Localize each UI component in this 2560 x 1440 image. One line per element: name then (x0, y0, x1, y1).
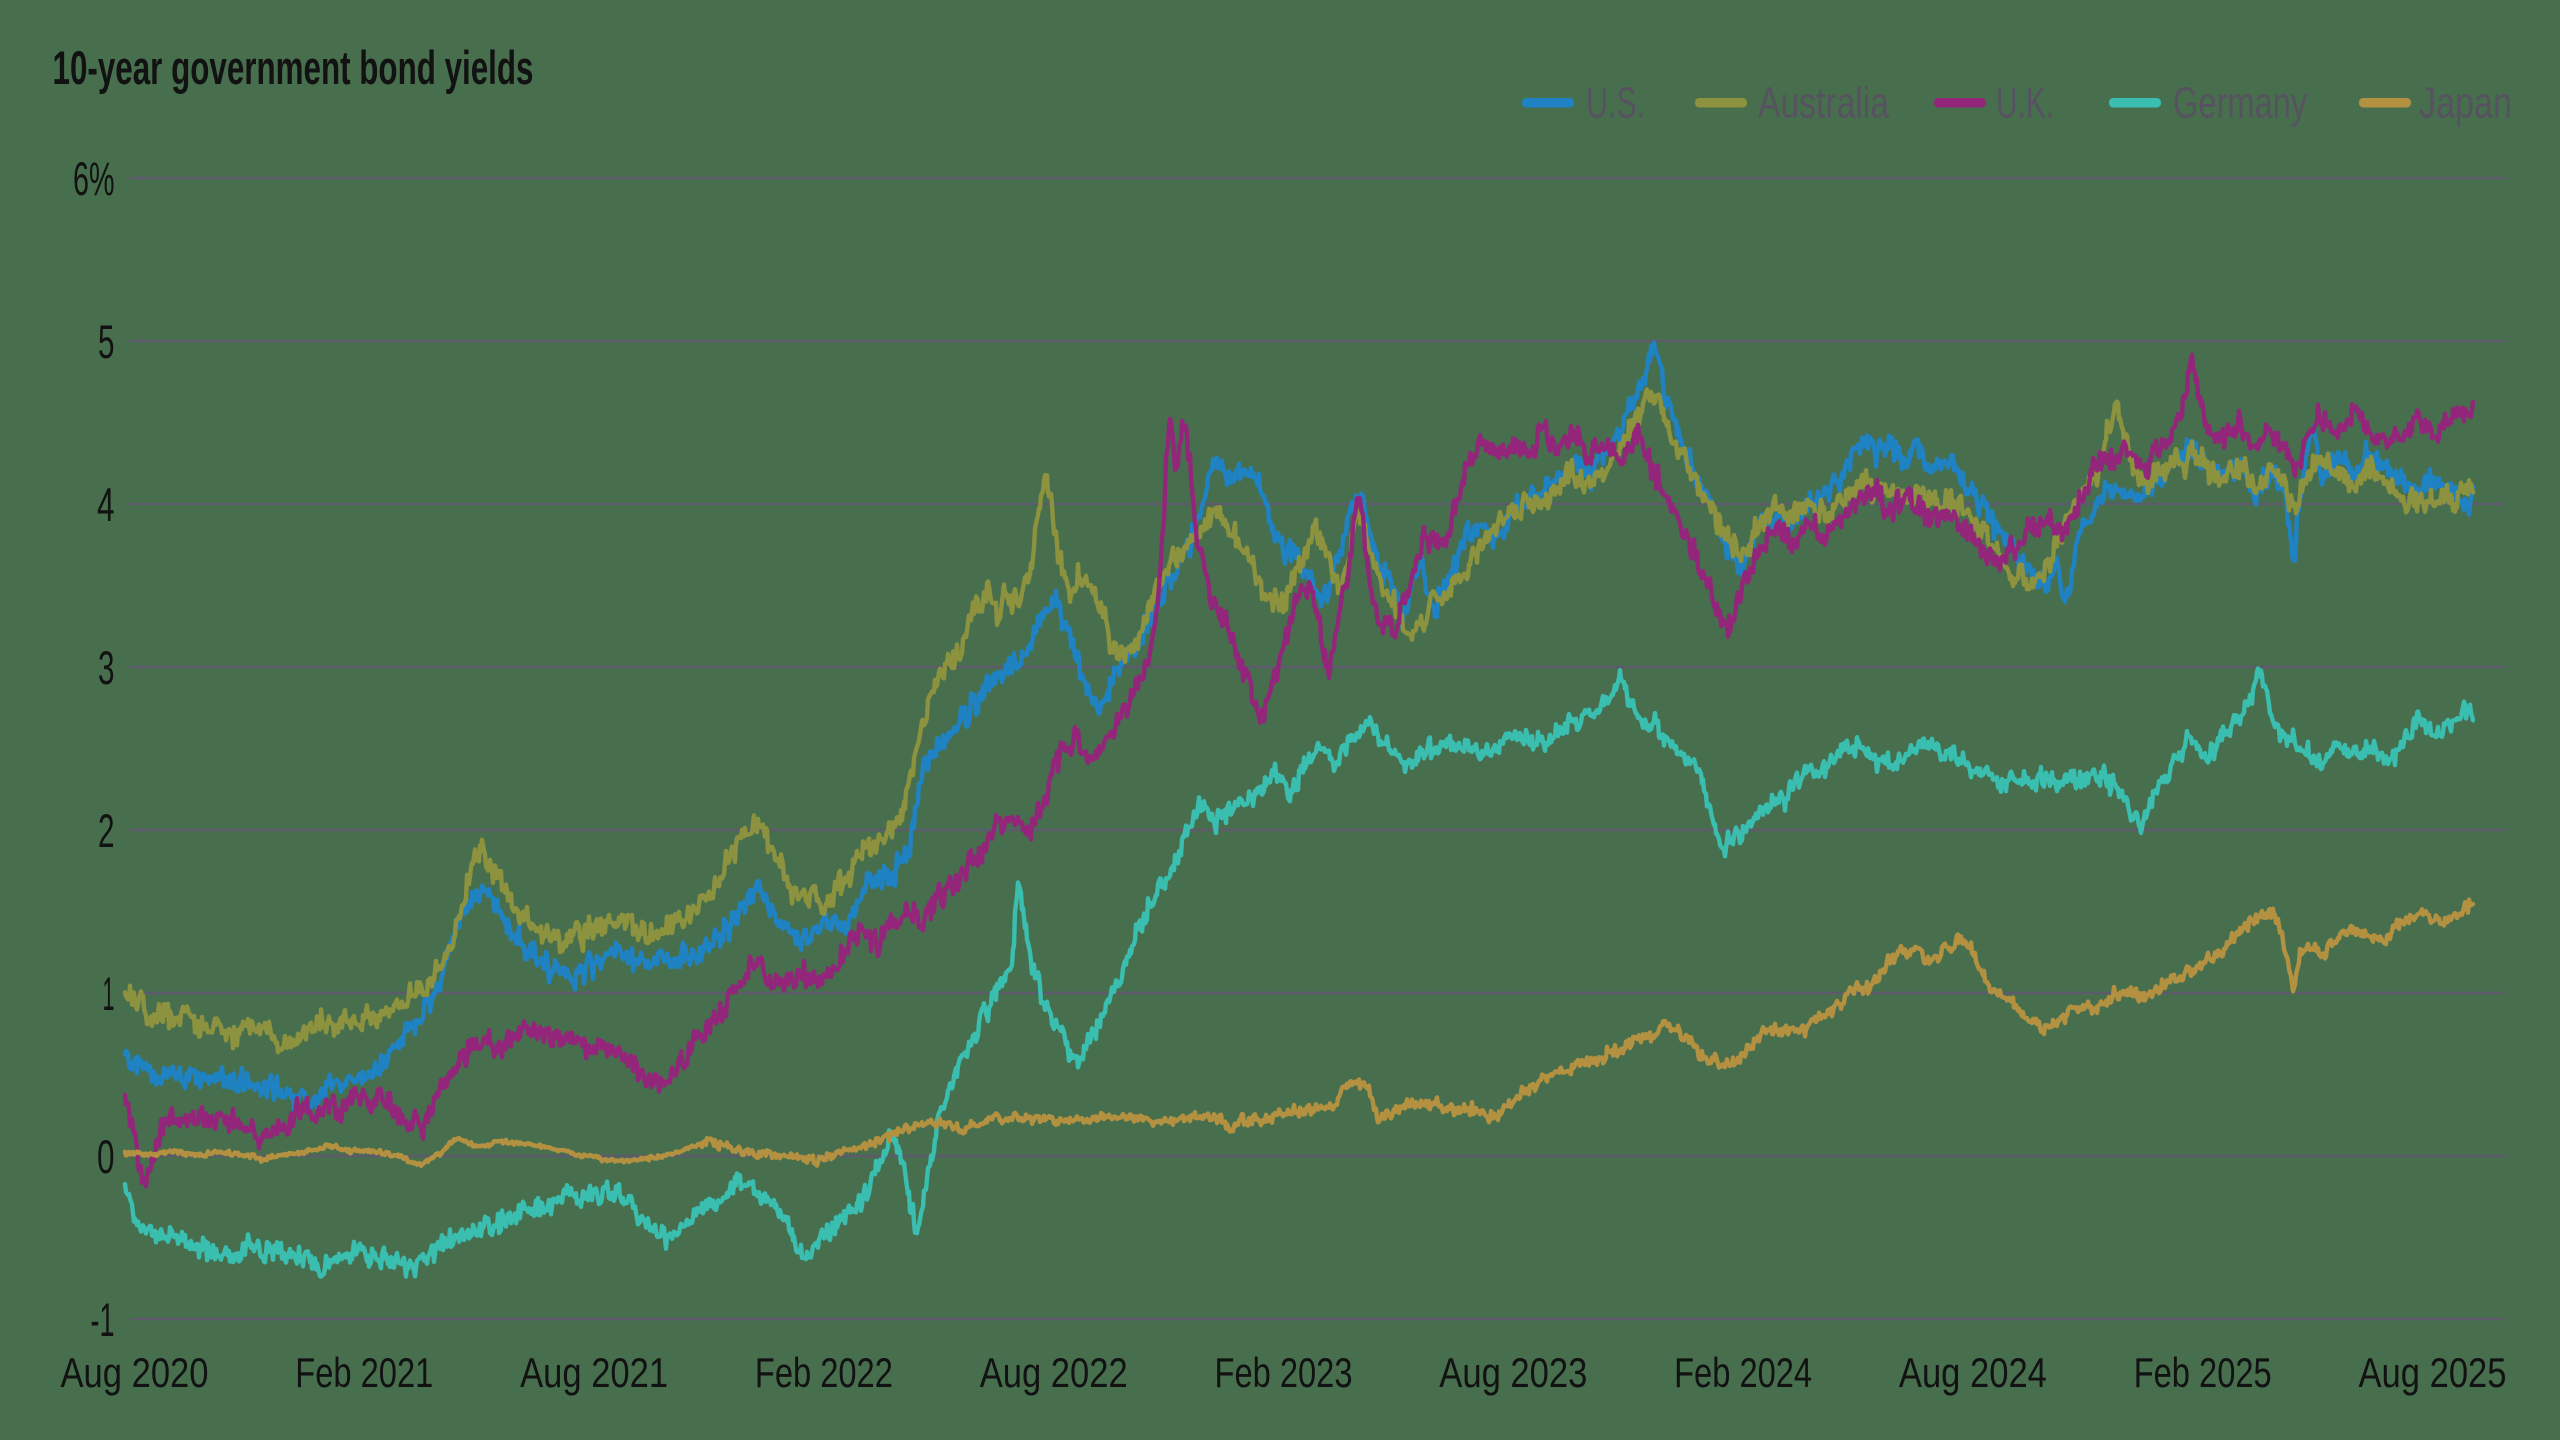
svg-text:Feb 2023: Feb 2023 (1215, 1349, 1353, 1396)
svg-text:Japan: Japan (2419, 79, 2512, 128)
svg-text:Aug 2020: Aug 2020 (61, 1349, 209, 1396)
svg-text:-1: -1 (91, 1294, 115, 1347)
svg-text:Aug 2021: Aug 2021 (520, 1349, 668, 1396)
svg-text:Feb 2021: Feb 2021 (295, 1349, 433, 1396)
svg-text:5: 5 (98, 316, 115, 369)
svg-text:1: 1 (103, 968, 115, 1021)
svg-text:U.K.: U.K. (1996, 79, 2054, 128)
svg-text:U.S.: U.S. (1586, 79, 1645, 128)
svg-text:Feb 2024: Feb 2024 (1674, 1349, 1812, 1396)
svg-text:Feb 2022: Feb 2022 (755, 1349, 893, 1396)
svg-text:Aug 2024: Aug 2024 (1899, 1349, 2047, 1396)
svg-text:Germany: Germany (2173, 79, 2307, 128)
svg-text:Aug 2023: Aug 2023 (1439, 1349, 1587, 1396)
svg-text:4: 4 (97, 479, 115, 532)
svg-text:6%: 6% (73, 153, 115, 206)
svg-text:10-year government bond yields: 10-year government bond yields (53, 41, 534, 94)
svg-text:3: 3 (98, 642, 115, 695)
svg-text:Australia: Australia (1758, 79, 1889, 128)
svg-text:Aug 2025: Aug 2025 (2359, 1349, 2507, 1396)
svg-text:0: 0 (97, 1131, 115, 1184)
svg-text:Aug 2022: Aug 2022 (980, 1349, 1128, 1396)
svg-text:Feb 2025: Feb 2025 (2134, 1349, 2272, 1396)
svg-text:2: 2 (98, 805, 115, 858)
